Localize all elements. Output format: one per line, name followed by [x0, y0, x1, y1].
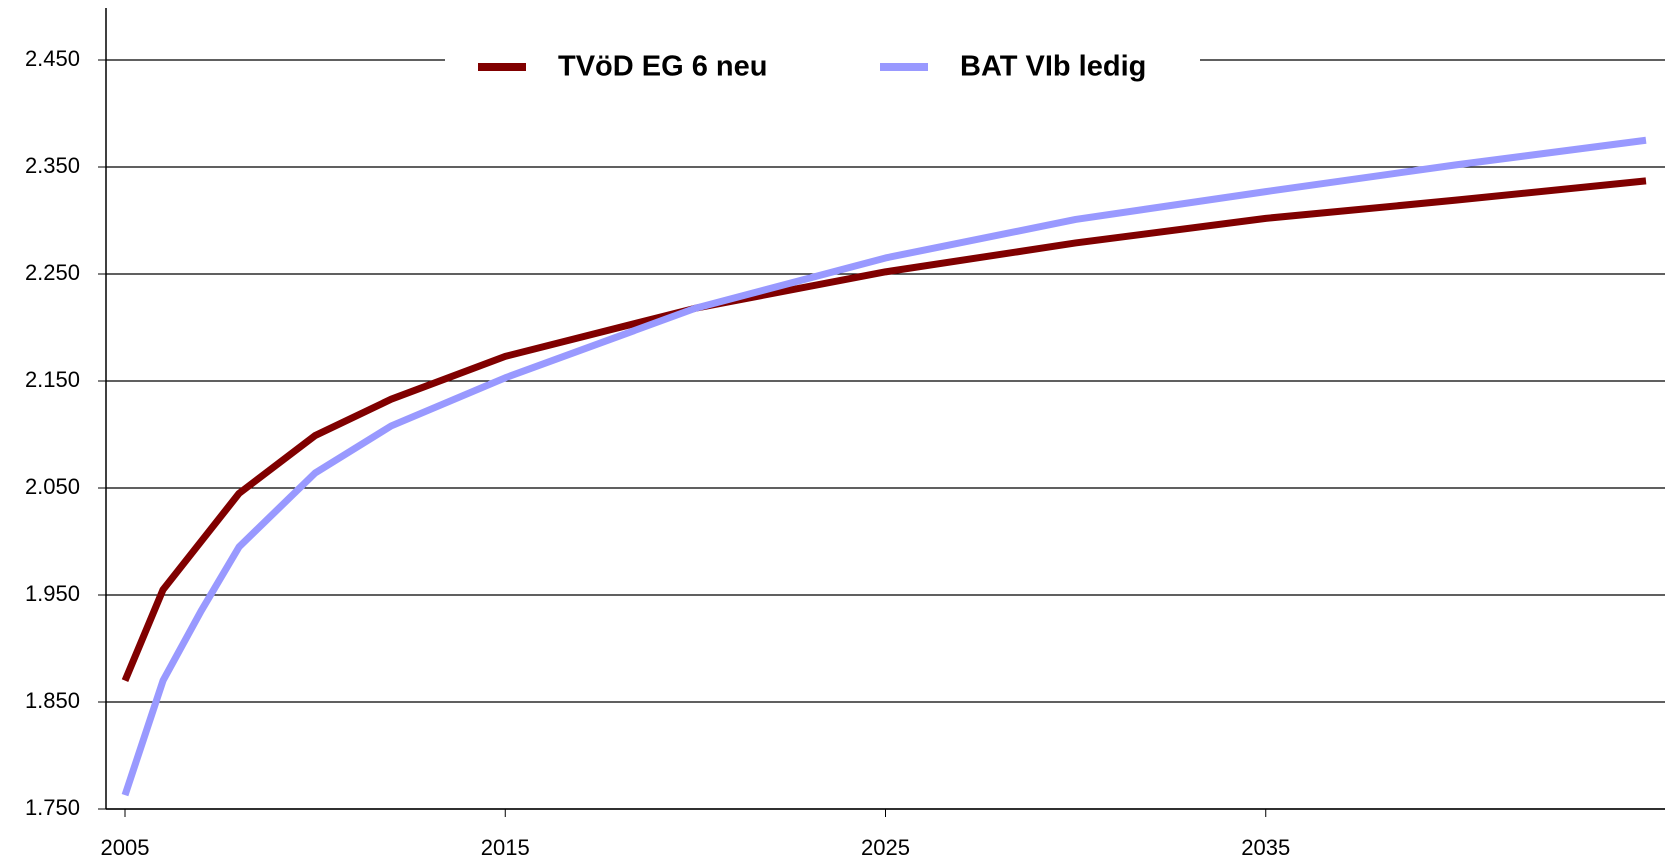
- x-tick-label: 2015: [481, 835, 530, 860]
- series-line: [121, 177, 1647, 682]
- y-tick-label: 1.850: [25, 688, 80, 713]
- y-tick-label: 2.450: [25, 46, 80, 71]
- legend-box: [445, 38, 1200, 98]
- x-tick-label: 2005: [101, 835, 150, 860]
- x-tick-label: 2025: [861, 835, 910, 860]
- y-tick-label: 2.050: [25, 474, 80, 499]
- legend: TVöD EG 6 neu BAT VIb ledig: [445, 38, 1200, 98]
- legend-label: TVöD EG 6 neu: [558, 51, 767, 83]
- series-line: [121, 136, 1647, 797]
- x-tick-label: 2035: [1241, 835, 1290, 860]
- legend-label: BAT VIb ledig: [960, 51, 1146, 83]
- y-tick-label: 2.350: [25, 153, 80, 178]
- y-tick-label: 2.250: [25, 260, 80, 285]
- y-tick-label: 2.150: [25, 367, 80, 392]
- y-tick-label: 1.750: [25, 795, 80, 820]
- y-tick-label: 1.950: [25, 581, 80, 606]
